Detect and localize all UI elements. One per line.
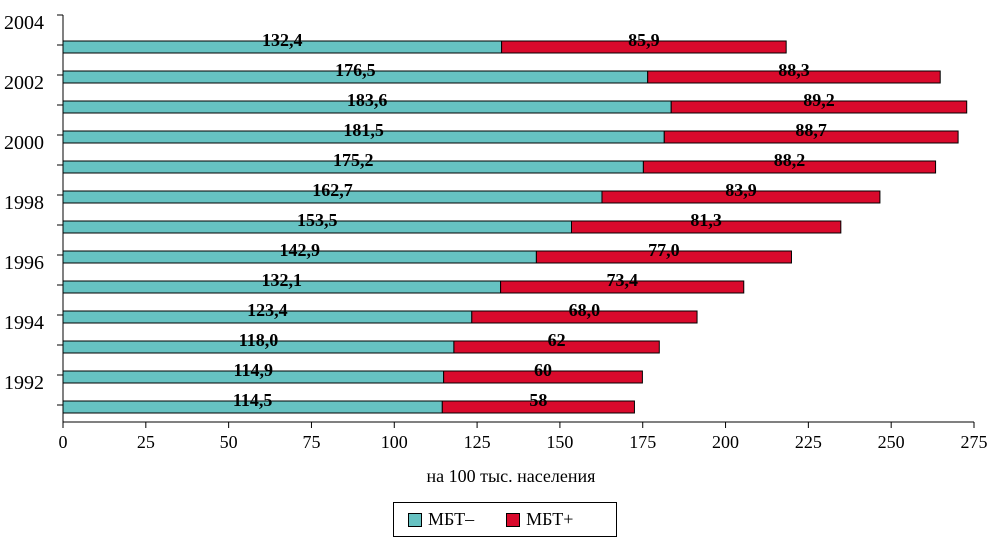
data-label-mbt-plus: 81,3 [690, 210, 722, 230]
data-label-mbt-minus: 132,4 [262, 30, 303, 50]
data-label-mbt-plus: 58 [529, 390, 547, 410]
data-label-mbt-minus: 132,1 [262, 270, 303, 290]
bar-mbt-plus [441, 400, 635, 414]
data-label-mbt-minus: 114,9 [234, 360, 274, 380]
legend-swatch-mbt-minus [408, 512, 422, 527]
legend-item-mbt-plus: МБТ+ [506, 509, 573, 530]
bar-mbt-plus [663, 130, 959, 144]
x-tick-label: 125 [464, 432, 491, 452]
data-label-mbt-plus: 73,4 [606, 270, 638, 290]
y-tick-label: 1996 [4, 252, 44, 274]
data-labels-group: 132,4 85,9 176,5 88,3 183,6 89,2 181,5 88,7 175,… [233, 30, 835, 410]
data-label-mbt-minus: 153,5 [297, 210, 338, 230]
x-tick-label: 150 [546, 432, 573, 452]
data-label-mbt-plus: 88,3 [778, 60, 810, 80]
bar-mbt-plus [535, 250, 792, 264]
bar-mbt-plus [453, 340, 660, 354]
data-label-mbt-plus: 77,0 [648, 240, 680, 260]
data-label-mbt-minus: 142,9 [279, 240, 320, 260]
data-label-mbt-minus: 162,7 [312, 180, 353, 200]
y-tick-label: 2004 [4, 12, 44, 34]
data-label-mbt-plus: 89,2 [803, 90, 835, 110]
y-tick-label: 2002 [4, 72, 44, 94]
bar-mbt-plus [642, 160, 937, 174]
bar-mbt-plus [443, 370, 643, 384]
data-label-mbt-plus: 83,9 [725, 180, 757, 200]
y-tick-label: 1992 [4, 372, 44, 394]
data-label-mbt-plus: 88,2 [774, 150, 806, 170]
x-tick-label: 50 [220, 432, 238, 452]
bars-group [62, 40, 968, 414]
x-tick-label: 225 [795, 432, 822, 452]
data-label-mbt-minus: 181,5 [343, 120, 384, 140]
bar-mbt-plus [647, 70, 941, 84]
x-tick-label: 25 [137, 432, 155, 452]
data-label-mbt-minus: 118,0 [239, 330, 279, 350]
x-tick-label: 75 [302, 432, 320, 452]
legend-label-mbt-minus: МБТ– [428, 509, 475, 529]
bar-mbt-plus [471, 310, 698, 324]
data-label-mbt-plus: 60 [534, 360, 552, 380]
data-label-mbt-plus: 85,9 [628, 30, 660, 50]
legend-item-mbt-minus: МБТ– [408, 509, 474, 530]
y-tick-label: 1998 [4, 192, 44, 214]
data-label-mbt-minus: 123,4 [247, 300, 288, 320]
x-axis-title: на 100 тыс. населения [427, 466, 596, 486]
bar-mbt-plus [500, 280, 745, 294]
y-tick-label: 1994 [4, 312, 44, 334]
legend-swatch-mbt-plus [506, 512, 521, 527]
legend: МБТ– МБТ+ [393, 502, 617, 537]
data-label-mbt-minus: 183,6 [347, 90, 388, 110]
y-tick-label: 2000 [4, 132, 44, 154]
x-tick-label: 200 [712, 432, 739, 452]
bar-mbt-plus [601, 190, 881, 204]
bar-mbt-plus [571, 220, 842, 234]
axes-group: 0 25 50 75 100 125 150 175 200 225 250 275 2004 2002 2… [4, 12, 988, 452]
chart-plot: 132,4 85,9 176,5 88,3 183,6 89,2 181,5 88,7 175,… [4, 12, 988, 486]
bar-mbt-plus [670, 100, 968, 114]
x-tick-label: 0 [59, 432, 68, 452]
data-label-mbt-minus: 175,2 [333, 150, 374, 170]
data-label-mbt-plus: 62 [548, 330, 566, 350]
x-tick-label: 100 [381, 432, 408, 452]
x-tick-label: 175 [629, 432, 656, 452]
x-tick-label: 275 [961, 432, 988, 452]
data-label-mbt-plus: 68,0 [569, 300, 601, 320]
bar-mbt-plus [501, 40, 787, 54]
x-tick-label: 250 [878, 432, 905, 452]
legend-label-mbt-plus: МБТ+ [526, 509, 574, 529]
data-label-mbt-minus: 176,5 [335, 60, 376, 80]
data-label-mbt-minus: 114,5 [233, 390, 273, 410]
data-label-mbt-plus: 88,7 [795, 120, 827, 140]
